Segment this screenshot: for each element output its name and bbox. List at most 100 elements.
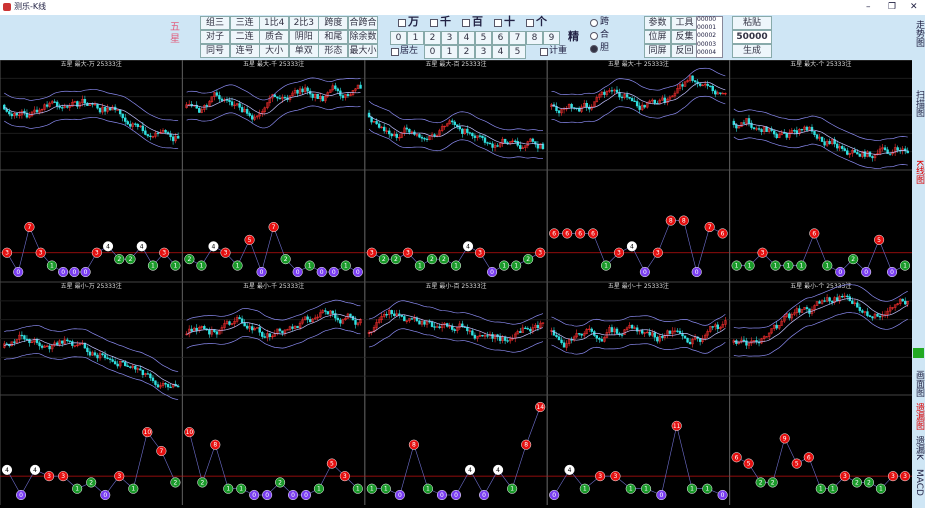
- digit-button[interactable]: 5: [475, 31, 492, 45]
- option-button[interactable]: 同号: [200, 44, 230, 58]
- list-item[interactable]: 00001: [697, 24, 717, 32]
- generate-button[interactable]: 生成: [732, 44, 772, 58]
- candle-body: [101, 106, 104, 113]
- sidebar-tab[interactable]: MACD: [914, 469, 924, 496]
- tool-button[interactable]: 同屏: [644, 44, 671, 58]
- digit-button[interactable]: 2: [458, 45, 475, 59]
- digit-button[interactable]: 4: [458, 31, 475, 45]
- candle-body: [752, 127, 756, 130]
- digit-button[interactable]: 9: [543, 31, 560, 45]
- option-button[interactable]: 阴阳: [288, 30, 319, 44]
- option-button[interactable]: 和尾: [318, 30, 349, 44]
- candle-body: [375, 322, 378, 328]
- list-item[interactable]: 00004: [697, 48, 717, 56]
- digit-button[interactable]: 2: [424, 31, 441, 45]
- close[interactable]: ✕: [910, 2, 918, 12]
- option-button[interactable]: 质合: [259, 30, 290, 44]
- draw-number: 3: [614, 473, 618, 480]
- digit-button[interactable]: 8: [526, 31, 543, 45]
- draw-number: 7: [272, 224, 276, 231]
- digit-button[interactable]: 7: [509, 31, 526, 45]
- option-button[interactable]: 合跨合: [348, 16, 378, 30]
- draw-number: 6: [721, 230, 725, 237]
- list-item[interactable]: 00002: [697, 32, 717, 40]
- draw-number: 8: [682, 218, 686, 225]
- paste-button[interactable]: 粘贴: [732, 16, 772, 30]
- sidebar-tab[interactable]: 遗漏K: [914, 436, 924, 460]
- candle-body: [531, 327, 535, 332]
- candle-body: [478, 135, 482, 137]
- digit-button[interactable]: 5: [509, 45, 526, 59]
- digit-button[interactable]: 3: [475, 45, 492, 59]
- tool-button[interactable]: 位屏: [644, 30, 671, 44]
- option-button[interactable]: 大小: [259, 44, 290, 58]
- option-button[interactable]: 三连: [229, 16, 260, 30]
- candle-body: [468, 132, 472, 134]
- candle-body: [539, 322, 542, 329]
- candle-body: [709, 85, 712, 87]
- digit-button[interactable]: 6: [492, 31, 509, 45]
- option-button[interactable]: 跨度: [318, 16, 349, 30]
- candle-body: [108, 358, 112, 360]
- option-button[interactable]: 除余数: [348, 30, 378, 44]
- draw-ball: [678, 215, 689, 226]
- draw-number: 5: [747, 461, 751, 468]
- sidebar-tab[interactable]: 走势图: [914, 20, 924, 47]
- list-item[interactable]: 00003: [697, 40, 717, 48]
- digit-button[interactable]: 1: [407, 31, 424, 45]
- option-button[interactable]: 1比4: [259, 16, 290, 30]
- option-button[interactable]: 最大小: [348, 44, 378, 58]
- position-checkbox[interactable]: [398, 19, 406, 27]
- tool-button[interactable]: 反集: [671, 30, 698, 44]
- draw-ball: [24, 221, 35, 233]
- draw-ball: [887, 471, 899, 482]
- candle-body: [161, 383, 165, 386]
- digit-button[interactable]: 1: [441, 45, 458, 59]
- radio[interactable]: [590, 19, 598, 27]
- option-button[interactable]: 对子: [200, 30, 230, 44]
- tool-button[interactable]: 工具: [671, 16, 698, 30]
- position-checkbox[interactable]: [526, 19, 534, 27]
- candle-body: [250, 115, 254, 120]
- count-checkbox[interactable]: [540, 48, 548, 56]
- digit-button[interactable]: 4: [492, 45, 509, 59]
- candle-body: [438, 130, 441, 136]
- left-checkbox[interactable]: [391, 48, 399, 56]
- option-button[interactable]: 形态: [318, 44, 349, 58]
- candle-body: [570, 103, 573, 108]
- radio[interactable]: [590, 45, 598, 53]
- option-button[interactable]: 2比3: [288, 16, 319, 30]
- sidebar-tab[interactable]: 画面图: [914, 370, 924, 397]
- list-box[interactable]: [696, 16, 723, 58]
- sidebar-tab[interactable]: 遗漏图: [914, 403, 924, 430]
- draw-ball: [507, 483, 518, 494]
- candle-body: [103, 106, 107, 112]
- candle-body: [261, 111, 264, 114]
- draw-number: 0: [721, 492, 725, 499]
- position-checkbox[interactable]: [494, 19, 502, 27]
- option-button[interactable]: 单双: [288, 44, 319, 58]
- minimize[interactable]: –: [866, 2, 871, 12]
- list-item[interactable]: 00000: [697, 16, 717, 23]
- sidebar-tab[interactable]: 扫描图: [914, 90, 924, 117]
- candle-body: [805, 126, 809, 131]
- sidebar-tab[interactable]: K线图: [914, 160, 924, 184]
- option-button[interactable]: 连号: [229, 44, 260, 58]
- maximize[interactable]: ❐: [888, 2, 897, 12]
- draw-ball: [339, 471, 350, 482]
- amount-input[interactable]: 50000: [732, 30, 772, 44]
- digit-button[interactable]: 3: [441, 31, 458, 45]
- candle-body: [43, 345, 46, 348]
- position-checkbox[interactable]: [462, 19, 470, 27]
- tool-button[interactable]: 反回: [671, 44, 698, 58]
- position-checkbox[interactable]: [430, 19, 438, 27]
- digit-button[interactable]: 0: [390, 31, 407, 45]
- option-button[interactable]: 二连: [229, 30, 260, 44]
- tool-button[interactable]: 参数: [644, 16, 671, 30]
- draw-number: 6: [812, 230, 816, 237]
- option-button[interactable]: 组三: [200, 16, 230, 30]
- candle-body: [271, 335, 274, 338]
- draw-ball: [275, 477, 286, 488]
- digit-button[interactable]: 0: [424, 45, 441, 59]
- radio[interactable]: [590, 32, 598, 40]
